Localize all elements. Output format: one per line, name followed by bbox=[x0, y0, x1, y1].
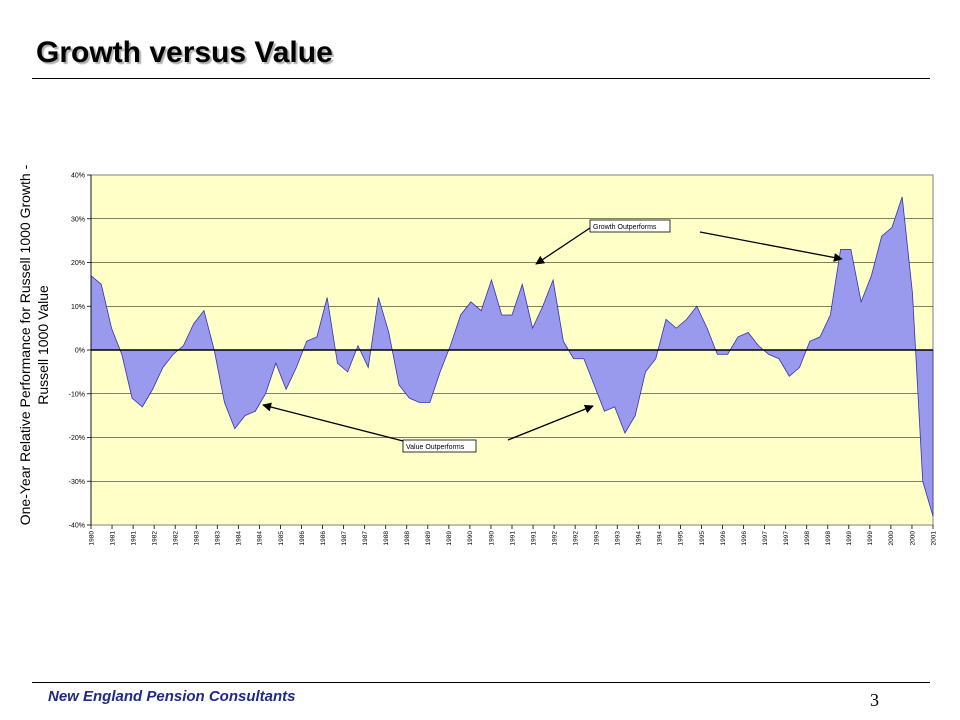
x-tick-label: 1980 bbox=[88, 531, 95, 546]
title-divider bbox=[32, 78, 930, 79]
x-tick-label: 1997 bbox=[783, 531, 790, 546]
x-tick-label: 1981 bbox=[109, 531, 116, 546]
x-tick-label: 1981 bbox=[130, 531, 137, 546]
x-tick-label: 1986 bbox=[320, 531, 327, 546]
x-tick-label: 1995 bbox=[699, 531, 706, 546]
growth-outperforms-arrow-left bbox=[535, 227, 591, 265]
y-tick-label: 40% bbox=[71, 173, 85, 180]
y-tick-label: -40% bbox=[69, 523, 85, 530]
y-tick-label: -10% bbox=[69, 391, 85, 398]
footer-divider bbox=[32, 682, 930, 683]
x-tick-label: 1998 bbox=[804, 531, 811, 546]
x-tick-label: 1982 bbox=[151, 531, 158, 546]
x-tick-label: 1987 bbox=[362, 531, 369, 546]
x-tick-label: 1991 bbox=[509, 531, 516, 546]
x-tick-label: 1989 bbox=[446, 531, 453, 546]
x-tick-label: 1994 bbox=[657, 531, 664, 546]
y-axis-label-line-1: One-Year Relative Performance for Russel… bbox=[17, 164, 33, 525]
value-outperforms-arrow-right bbox=[507, 404, 594, 441]
x-tick-label: 1993 bbox=[594, 531, 601, 546]
x-tick-label: 1995 bbox=[678, 531, 685, 546]
value-outperforms-arrow-left bbox=[262, 402, 404, 442]
x-tick-label: 1992 bbox=[551, 531, 558, 546]
x-tick-label: 1996 bbox=[741, 531, 748, 546]
y-axis: 40% 30% 20% 10% 0% -10% -20% -30% -40% bbox=[69, 173, 92, 530]
y-tick-label: 20% bbox=[71, 260, 85, 267]
x-tick-label: 1987 bbox=[341, 531, 348, 546]
x-tick-label: 2001 bbox=[930, 531, 937, 546]
value-outperforms-callout-box bbox=[402, 439, 477, 453]
x-tick-label: 2000 bbox=[909, 531, 916, 546]
footer-company: New England Pension Consultants bbox=[48, 688, 296, 705]
x-axis: 1980 1981 1981 1982 1982 1983 1983 1984 1984 1985… bbox=[88, 525, 937, 545]
x-tick-label: 1988 bbox=[383, 531, 390, 546]
y-tick-label: 30% bbox=[71, 216, 85, 223]
x-tick-label: 1997 bbox=[762, 531, 769, 546]
y-axis-label: One-Year Relative Performance for Russel… bbox=[17, 164, 51, 525]
x-tick-label: 1992 bbox=[572, 531, 579, 546]
x-tick-label: 1996 bbox=[720, 531, 727, 546]
value-outperforms-callout-label: Value Outperforms bbox=[406, 444, 465, 451]
x-tick-label: 1998 bbox=[825, 531, 832, 546]
y-tick-label: 10% bbox=[71, 304, 85, 311]
x-tick-label: 1985 bbox=[278, 531, 285, 546]
y-tick-label: -30% bbox=[69, 479, 85, 486]
x-tick-label: 1988 bbox=[404, 531, 411, 546]
x-tick-label: 1993 bbox=[615, 531, 622, 546]
x-tick-label: 1990 bbox=[467, 531, 474, 546]
y-tick-label: 0% bbox=[75, 348, 85, 355]
x-tick-label: 1999 bbox=[867, 531, 874, 546]
y-axis-label-line-2: Russell 1000 Value bbox=[35, 285, 51, 405]
x-tick-label: 1990 bbox=[488, 531, 495, 546]
x-tick-label: 1999 bbox=[846, 531, 853, 546]
x-tick-label: 1994 bbox=[636, 531, 643, 546]
growth-outperforms-callout-box bbox=[589, 219, 671, 233]
x-tick-label: 2000 bbox=[888, 531, 895, 546]
relative-performance-area bbox=[90, 196, 934, 517]
growth-outperforms-callout-label: Growth Outperforms bbox=[593, 224, 657, 231]
annotations: Growth Outperforms Value Outperforms bbox=[262, 219, 843, 453]
x-tick-label: 1986 bbox=[299, 531, 306, 546]
x-tick-label: 1984 bbox=[236, 531, 243, 546]
page-title: Growth versus Value bbox=[36, 36, 333, 69]
x-tick-label: 1984 bbox=[257, 531, 264, 546]
x-tick-label: 1982 bbox=[173, 531, 180, 546]
growth-outperforms-arrow-right bbox=[699, 231, 843, 262]
x-tick-label: 1991 bbox=[530, 531, 537, 546]
x-tick-label: 1989 bbox=[425, 531, 432, 546]
x-tick-label: 1983 bbox=[215, 531, 222, 546]
y-tick-label: -20% bbox=[69, 435, 85, 442]
page-number: 3 bbox=[870, 690, 879, 710]
x-tick-label: 1983 bbox=[194, 531, 201, 546]
